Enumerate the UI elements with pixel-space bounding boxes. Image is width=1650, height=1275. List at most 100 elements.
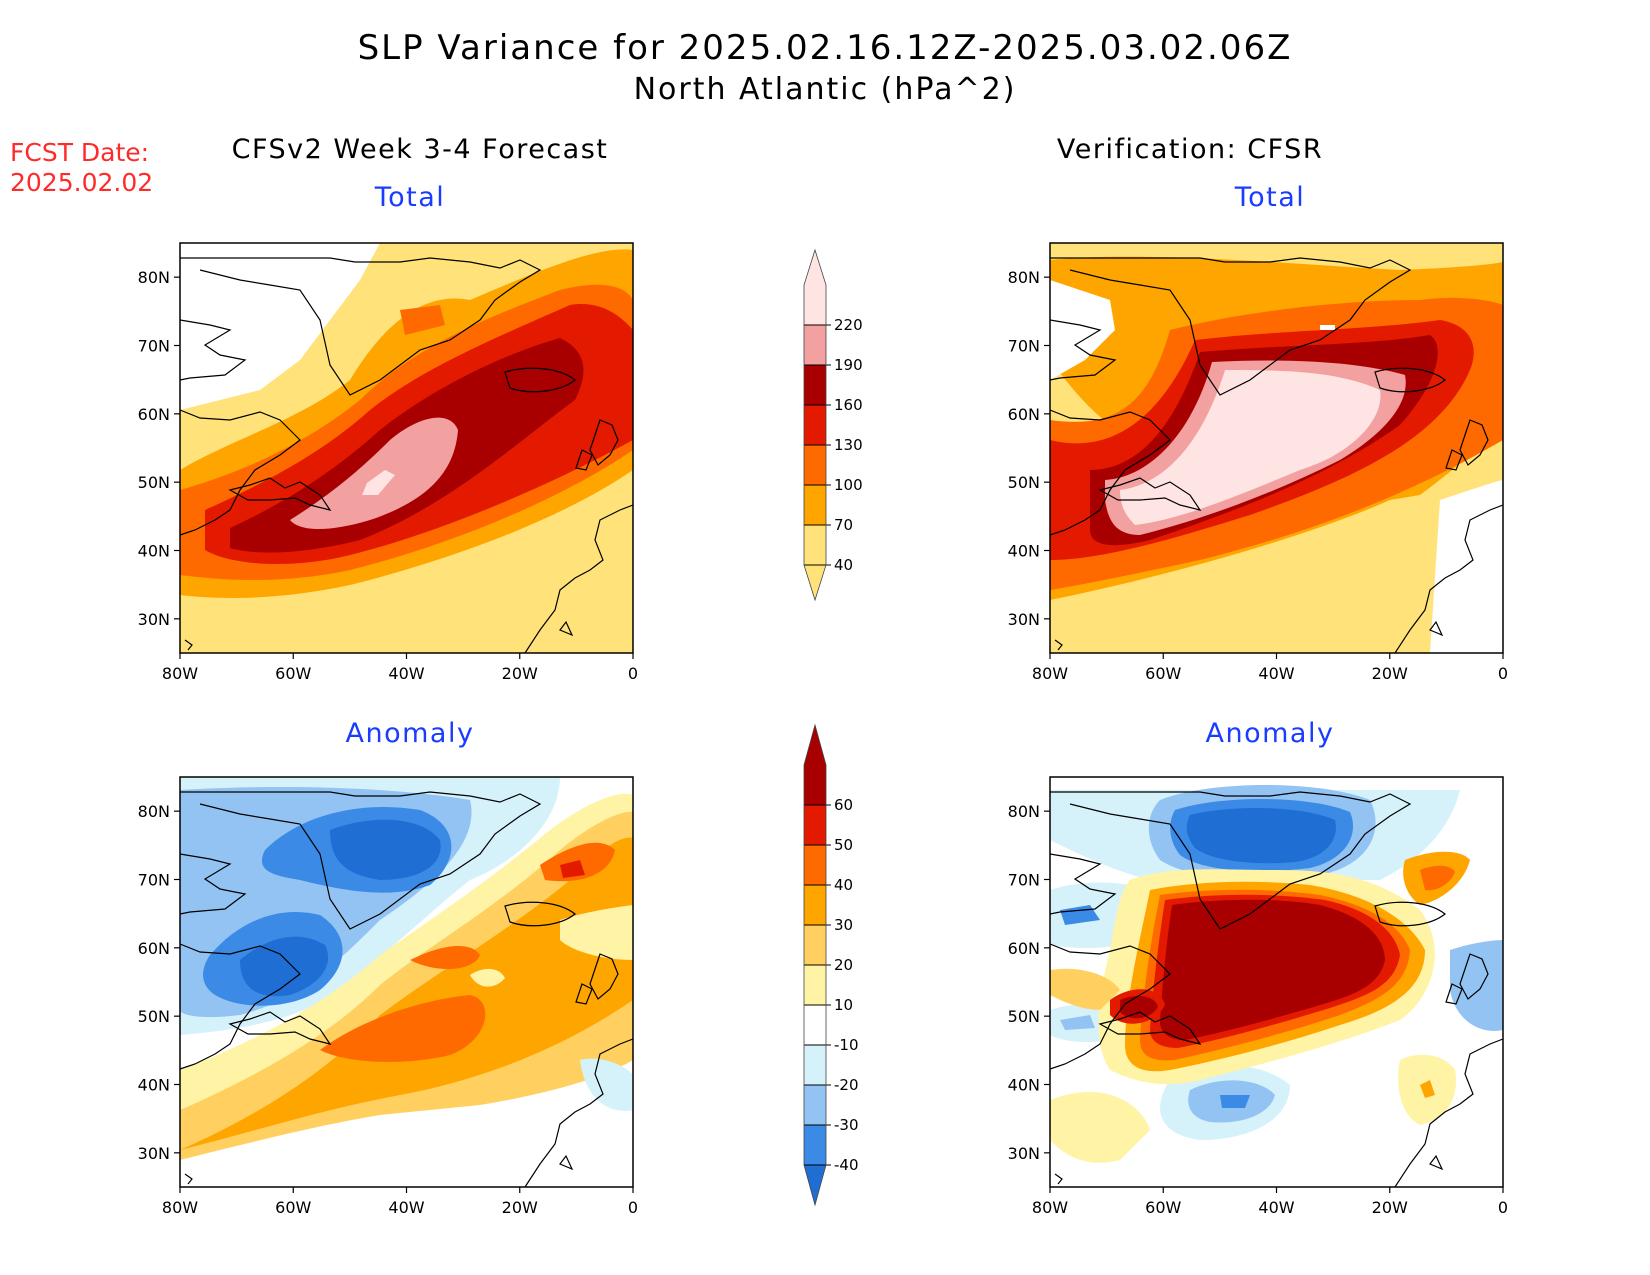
colorbar-anomaly-label: 40 — [834, 876, 853, 894]
lat-tick-label: 30N — [138, 610, 170, 629]
lon-tick-label: 60W — [275, 1198, 311, 1217]
lon-tick-label: 80W — [1032, 1198, 1068, 1217]
lon-tick-label: 0 — [628, 664, 638, 683]
lon-tick-label: 80W — [162, 664, 198, 683]
colorbar-anomaly-outline — [803, 723, 827, 1207]
coastline-verification-total — [1049, 257, 1504, 654]
lat-tick-label: 60N — [1008, 405, 1040, 424]
lon-tick-label: 60W — [1145, 1198, 1181, 1217]
lon-tick-label: 60W — [1145, 664, 1181, 683]
coastline-forecast-anomaly — [179, 791, 634, 1188]
colorbar-anomaly-swatch — [804, 1125, 826, 1165]
colorbar-anomaly-swatch — [804, 1045, 826, 1085]
colorbar-total: 40 70 100 130 160 190 220 — [803, 248, 863, 602]
colorbar-anomaly-label: -30 — [834, 1116, 859, 1134]
lat-tick-label: 70N — [1008, 337, 1040, 356]
forecast-date-caption: FCST Date: — [10, 138, 150, 167]
colorbar-anomaly-swatch — [804, 725, 826, 805]
forecast-anomaly-title: Anomaly — [345, 718, 475, 749]
colorbar-anomaly-swatch — [804, 1165, 826, 1205]
colorbar-anomaly-label: 10 — [834, 996, 853, 1014]
lat-tick-label: 30N — [1008, 1144, 1040, 1163]
lon-tick-label: 40W — [1258, 664, 1294, 683]
axes-layer: 30N 40N 50N 60N 70N 80N 80W 60W 40W 20W 0 30N 40N 50N… — [138, 268, 1508, 1217]
colorbar-total-swatch — [804, 485, 826, 525]
lon-tick-label: 0 — [628, 1198, 638, 1217]
lon-tick-label: 20W — [502, 1198, 538, 1217]
lat-tick-label: 80N — [138, 802, 170, 821]
colorbar-anomaly-label: -10 — [834, 1036, 859, 1054]
colorbar-anomaly-label: -40 — [834, 1156, 859, 1174]
lat-tick-label: 30N — [1008, 610, 1040, 629]
lat-tick-label: 70N — [138, 337, 170, 356]
forecast-column-title: CFSv2 Week 3-4 Forecast — [231, 134, 609, 165]
colorbar-anomaly-swatch — [804, 885, 826, 925]
chart-title: SLP Variance for 2025.02.16.12Z-2025.03.… — [357, 28, 1293, 68]
coastline-verification-anomaly — [1049, 791, 1504, 1188]
verification-anomaly-field — [1050, 777, 1503, 1187]
colorbar-total-swatch — [804, 250, 826, 325]
lat-tick-label: 80N — [1008, 802, 1040, 821]
colorbar-total-outline — [803, 248, 827, 602]
verification-total-title: Total — [1234, 182, 1306, 213]
verification-total-field — [1050, 243, 1503, 653]
lon-tick-label: 20W — [1372, 664, 1408, 683]
forecast-date-label: FCST Date: 2025.02.02 — [10, 138, 153, 198]
lat-tick-label: 80N — [1008, 268, 1040, 287]
colorbar-total-label: 130 — [834, 436, 863, 454]
lon-tick-label: 40W — [388, 1198, 424, 1217]
lat-tick-label: 60N — [138, 405, 170, 424]
colorbar-anomaly-label: 20 — [834, 956, 853, 974]
colorbar-anomaly: -40 -30 -20 -10 10 20 30 40 50 60 — [803, 723, 859, 1207]
colorbar-total-swatch — [804, 405, 826, 445]
colorbar-total-swatch — [804, 525, 826, 600]
lon-tick-label: 0 — [1498, 1198, 1508, 1217]
lat-tick-label: 30N — [138, 1144, 170, 1163]
lat-tick-label: 50N — [138, 473, 170, 492]
lon-tick-label: 80W — [1032, 664, 1068, 683]
lat-tick-label: 70N — [1008, 871, 1040, 890]
colorbar-total-label: 40 — [834, 556, 853, 574]
colorbar-total-label: 220 — [834, 316, 863, 334]
colorbar-anomaly-swatch — [804, 1085, 826, 1125]
colorbar-total-swatch — [804, 365, 826, 405]
lat-tick-label: 40N — [1008, 542, 1040, 561]
chart-subtitle: North Atlantic (hPa^2) — [633, 72, 1017, 107]
colorbar-total-label: 160 — [834, 396, 863, 414]
lon-tick-label: 40W — [1258, 1198, 1294, 1217]
colorbar-anomaly-swatch — [804, 925, 826, 965]
lon-tick-label: 60W — [275, 664, 311, 683]
verification-column-title: Verification: CFSR — [1056, 134, 1324, 165]
colorbar-anomaly-label: 50 — [834, 836, 853, 854]
colorbar-anomaly-swatch — [804, 805, 826, 845]
colorbar-anomaly-swatch — [804, 845, 826, 885]
lon-tick-label: 80W — [162, 1198, 198, 1217]
colorbar-anomaly-label: 60 — [834, 796, 853, 814]
colorbar-total-label: 70 — [834, 516, 853, 534]
forecast-total-title: Total — [374, 182, 446, 213]
lat-tick-label: 50N — [1008, 1007, 1040, 1026]
colorbar-anomaly-label: 30 — [834, 916, 853, 934]
lat-tick-label: 80N — [138, 268, 170, 287]
lat-tick-label: 40N — [138, 542, 170, 561]
forecast-date-value: 2025.02.02 — [10, 168, 154, 197]
lat-tick-label: 40N — [138, 1076, 170, 1095]
lat-tick-label: 40N — [1008, 1076, 1040, 1095]
forecast-anomaly-field — [180, 777, 633, 1187]
lat-tick-label: 60N — [138, 939, 170, 958]
lat-tick-label: 50N — [138, 1007, 170, 1026]
lon-tick-label: 20W — [502, 664, 538, 683]
verification-anomaly-title: Anomaly — [1205, 718, 1335, 749]
lon-tick-label: 20W — [1372, 1198, 1408, 1217]
lon-tick-label: 40W — [388, 664, 424, 683]
colorbar-total-swatch — [804, 325, 826, 365]
lat-tick-label: 60N — [1008, 939, 1040, 958]
forecast-total-field — [180, 243, 633, 653]
coastline-forecast-total — [179, 257, 634, 654]
colorbar-total-label: 100 — [834, 476, 863, 494]
lat-tick-label: 70N — [138, 871, 170, 890]
colorbar-anomaly-swatch — [804, 1005, 826, 1045]
colorbar-anomaly-swatch — [804, 965, 826, 1005]
colorbar-anomaly-label: -20 — [834, 1076, 859, 1094]
